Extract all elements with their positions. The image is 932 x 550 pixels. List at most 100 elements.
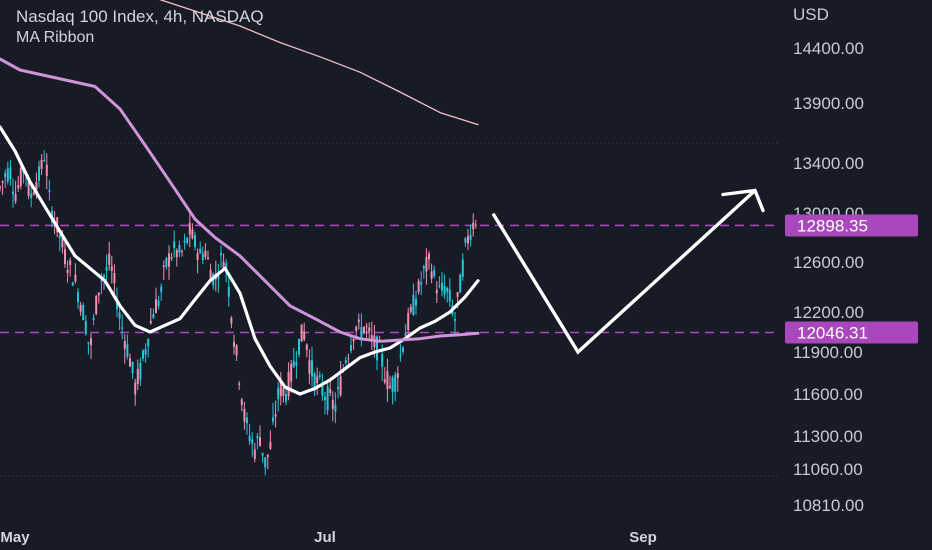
candle-body (318, 374, 321, 377)
x-tick-label: May (0, 529, 30, 546)
candle-body (321, 385, 324, 396)
candle-body (454, 318, 456, 321)
candle-body (64, 249, 66, 265)
candle-body (17, 185, 20, 189)
candle-body (391, 377, 394, 392)
candle-body (344, 360, 347, 364)
candle-body (194, 235, 196, 248)
candle-body (326, 386, 329, 411)
candle-body (407, 312, 410, 331)
candle-body (199, 248, 202, 254)
candle-body (316, 376, 319, 383)
candle-body (464, 238, 467, 243)
candle-body (259, 437, 261, 446)
candle-body (448, 289, 451, 302)
candle-body (95, 295, 98, 315)
y-tick-label: 11900.00 (793, 343, 863, 362)
candle-body (136, 368, 139, 385)
currency-label: USD (793, 5, 829, 24)
candle-body (110, 266, 113, 272)
y-tick-label: 10810.00 (793, 496, 864, 515)
candle-body (142, 350, 144, 359)
candle-body (61, 238, 64, 248)
candle-body (225, 263, 228, 270)
symbol-title[interactable]: Nasdaq 100 Index, 4h, NASDAQ (16, 7, 264, 26)
candle-body (131, 361, 134, 374)
candle-body (287, 371, 290, 397)
candle-body (32, 192, 35, 195)
candle-body (441, 282, 443, 291)
candle-body (415, 298, 417, 306)
candle-body (261, 452, 264, 456)
candle-body (277, 387, 280, 400)
candle-body (116, 300, 118, 310)
candle-body (175, 250, 178, 257)
candle-body (207, 257, 209, 259)
y-tick-label: 11300.00 (793, 427, 863, 446)
candle-body (399, 355, 402, 357)
candle-body (339, 376, 342, 396)
candle-body (256, 436, 259, 439)
y-tick-label: 14400.00 (793, 39, 864, 58)
candle-body (77, 292, 79, 303)
candle-body (103, 275, 105, 278)
ma-fast-line (0, 125, 480, 396)
projection-path (491, 189, 757, 355)
candle-body (147, 338, 150, 347)
candle-body (417, 281, 420, 293)
candle-body (456, 292, 459, 297)
candle-body (285, 394, 287, 402)
y-tick-label: 11060.00 (793, 460, 863, 479)
candle-body (170, 257, 173, 259)
candle-body (45, 164, 48, 176)
candle-body (48, 190, 51, 192)
candle-body (121, 327, 124, 329)
candle-body (35, 181, 38, 191)
candle-body (204, 250, 207, 257)
candle-body (370, 335, 373, 340)
candle-body (173, 241, 176, 249)
candle-body (435, 289, 438, 294)
candle-body (461, 259, 464, 277)
candle-body (19, 167, 22, 187)
candle-body (446, 287, 449, 292)
candle-body (183, 240, 186, 243)
candle-body (27, 181, 30, 196)
candle-body (233, 341, 235, 347)
candle-body (467, 236, 469, 244)
x-tick-label: Jul (314, 529, 336, 546)
x-tick-label: Sep (629, 529, 657, 546)
candle-body (292, 360, 295, 367)
candle-body (246, 417, 248, 424)
candle-body (274, 414, 277, 417)
candle-body (248, 435, 251, 442)
candle-body (74, 274, 77, 282)
candle-body (279, 380, 282, 397)
candle-body (118, 312, 121, 319)
candle-body (105, 266, 108, 271)
candle-body (69, 260, 72, 266)
candle-body (334, 404, 337, 412)
indicator-label[interactable]: MA Ribbon (16, 29, 95, 46)
candle-body (129, 358, 131, 367)
candle-body (352, 339, 355, 342)
candle-body (386, 371, 389, 390)
candle-body (422, 266, 425, 269)
candle-body (428, 253, 430, 260)
candle-body (290, 363, 293, 382)
y-tick-label: 12600.00 (793, 253, 864, 272)
candle-body (264, 457, 267, 468)
candle-body (402, 347, 404, 352)
candle-body (409, 306, 412, 312)
candle-body (253, 449, 256, 459)
ma-slow-line (159, 0, 479, 126)
candle-body (368, 327, 371, 332)
candle-body (311, 360, 313, 377)
candle-body (87, 341, 90, 344)
candle-body (300, 324, 303, 342)
candle-body (363, 327, 365, 333)
price-badge-label: 12898.35 (797, 216, 868, 235)
y-tick-label: 11600.00 (793, 385, 863, 404)
candle-body (269, 442, 272, 449)
